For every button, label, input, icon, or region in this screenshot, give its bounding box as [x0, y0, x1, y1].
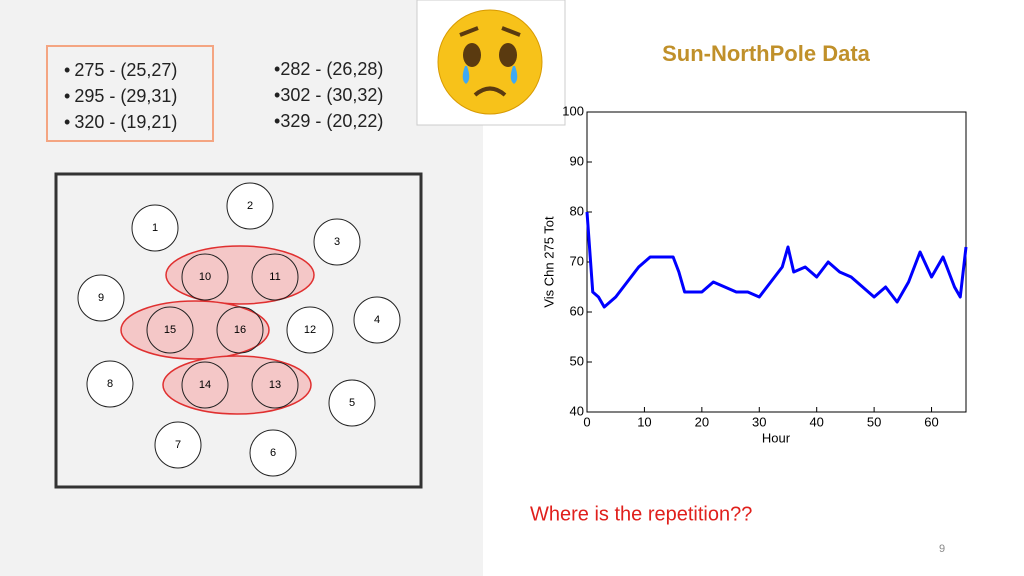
emoji [416, 0, 566, 126]
y-tick-label: 70 [570, 253, 584, 268]
x-axis-label: Hour [762, 430, 791, 445]
node-circle [146, 306, 194, 354]
emoji-face [437, 9, 543, 115]
x-tick-label: 60 [924, 414, 938, 429]
node-label: 12 [304, 324, 316, 336]
bullet: 275 - (25,27) [64, 57, 212, 83]
node-circle [251, 253, 299, 301]
bullet: 282 - (26,28) [274, 56, 383, 82]
y-tick-label: 50 [570, 353, 584, 368]
node-label: 8 [107, 378, 113, 390]
bullet: 320 - (19,21) [64, 109, 212, 135]
y-tick-label: 100 [562, 103, 584, 118]
group-ellipse [165, 245, 315, 305]
emoji-mouth [473, 86, 507, 97]
node-circle [77, 274, 125, 322]
node-circle [286, 306, 334, 354]
node-circle [226, 182, 274, 230]
node-label: 6 [270, 447, 276, 459]
x-tick-label: 40 [809, 414, 823, 429]
bullet: 295 - (29,31) [64, 83, 212, 109]
node-circle [328, 379, 376, 427]
x-tick-label: 30 [752, 414, 766, 429]
node-circle [251, 361, 299, 409]
node-label: 9 [98, 292, 104, 304]
node-circle [353, 296, 401, 344]
diagram-ellipses [120, 245, 315, 415]
y-tick-label: 80 [570, 203, 584, 218]
node-circle [181, 253, 229, 301]
group-ellipse [162, 355, 312, 415]
y-axis-label: Vis Chn 275 Tot [541, 216, 556, 308]
page-number: 9 [939, 543, 945, 555]
node-circle [313, 218, 361, 266]
x-tick-label: 10 [637, 414, 651, 429]
chart-title: Sun-NorthPole Data [662, 41, 871, 66]
emoji-eye [499, 43, 517, 67]
bullet-box: 282 - (26,28) 302 - (30,32) 329 - (20,22… [274, 56, 383, 134]
node-label: 7 [175, 439, 181, 451]
bullet: 302 - (30,32) [274, 82, 383, 108]
node-label: 16 [234, 324, 246, 336]
node-label: 1 [152, 222, 158, 234]
node-label: 5 [349, 397, 355, 409]
bullet-box: 275 - (25,27) 295 - (29,31) 320 - (19,21… [46, 45, 214, 142]
plot-frame [586, 111, 967, 413]
node-circle [216, 306, 264, 354]
emoji-brow [459, 26, 521, 37]
node-circle [86, 360, 134, 408]
node-label: 4 [374, 314, 380, 326]
x-tick-label: 0 [583, 414, 590, 429]
x-tick-label: 20 [695, 414, 709, 429]
node-label: 10 [199, 271, 211, 283]
data-line [585, 211, 968, 309]
node-circle [181, 361, 229, 409]
node-label: 13 [269, 379, 281, 391]
bullet-list: 275 - (25,27) 295 - (29,31) 320 - (19,21… [64, 57, 212, 135]
node-label: 11 [269, 271, 280, 283]
question: Where is the repetition?? [530, 503, 752, 525]
y-tick-label: 40 [570, 403, 584, 418]
plot: 40 50 60 70 80 90 100 0 10 20 30 40 50 60 [562, 103, 968, 429]
node-label: 15 [164, 324, 176, 336]
bullet-list: 282 - (26,28) 302 - (30,32) 329 - (20,22… [274, 56, 383, 134]
x-tick-label: 50 [867, 414, 881, 429]
node-circle [154, 421, 202, 469]
group-ellipse [120, 300, 270, 360]
node-label: 3 [334, 236, 340, 248]
node-circle [131, 204, 179, 252]
node-circle [249, 429, 297, 477]
node-label: 14 [199, 379, 211, 391]
y-tick-label: 90 [570, 153, 584, 168]
y-tick-label: 60 [570, 303, 584, 318]
bullet: 329 - (20,22) [274, 108, 383, 134]
node-label: 2 [247, 200, 253, 212]
emoji-eye [463, 43, 481, 67]
